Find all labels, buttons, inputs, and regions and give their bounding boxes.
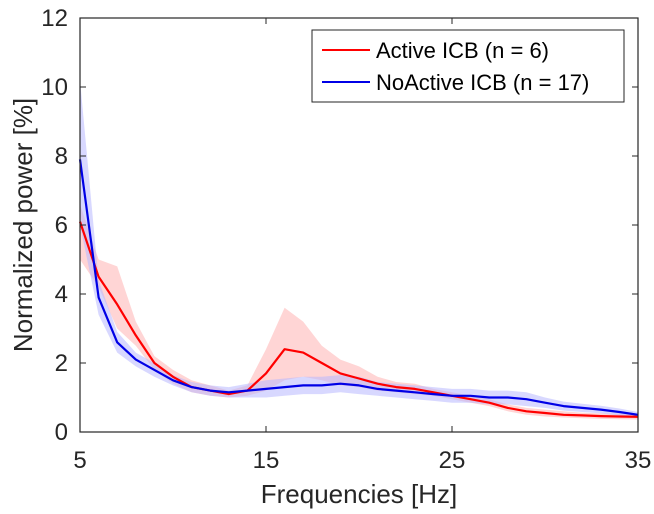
series-line-1 <box>78 159 639 416</box>
y-tick-label: 2 <box>55 350 68 377</box>
legend: Active ICB (n = 6) NoActive ICB (n = 17) <box>311 29 625 103</box>
legend-label-active: Active ICB (n = 6) <box>376 38 549 63</box>
legend-box <box>311 29 625 103</box>
y-tick-label: 4 <box>55 281 68 308</box>
y-tick-label: 12 <box>41 5 68 32</box>
y-axis: 0 2 4 6 8 10 12 <box>41 5 638 446</box>
x-tick-label: 15 <box>253 447 280 474</box>
confidence-bands <box>80 80 638 420</box>
y-tick-label: 10 <box>41 74 68 101</box>
series-lines <box>78 159 639 418</box>
x-tick-label: 25 <box>439 447 466 474</box>
y-tick-label: 6 <box>55 212 68 239</box>
y-axis-label: Normalized power [%] <box>8 98 38 352</box>
legend-label-noactive: NoActive ICB (n = 17) <box>376 70 589 95</box>
x-tick-label: 5 <box>73 447 86 474</box>
y-tick-label: 8 <box>55 143 68 170</box>
y-tick-label: 0 <box>55 419 68 446</box>
confidence-band-0 <box>80 204 638 420</box>
series-line-0 <box>78 221 639 418</box>
x-axis: 5 15 25 35 <box>73 18 651 474</box>
x-tick-label: 35 <box>625 447 652 474</box>
x-axis-label: Frequencies [Hz] <box>261 479 458 509</box>
